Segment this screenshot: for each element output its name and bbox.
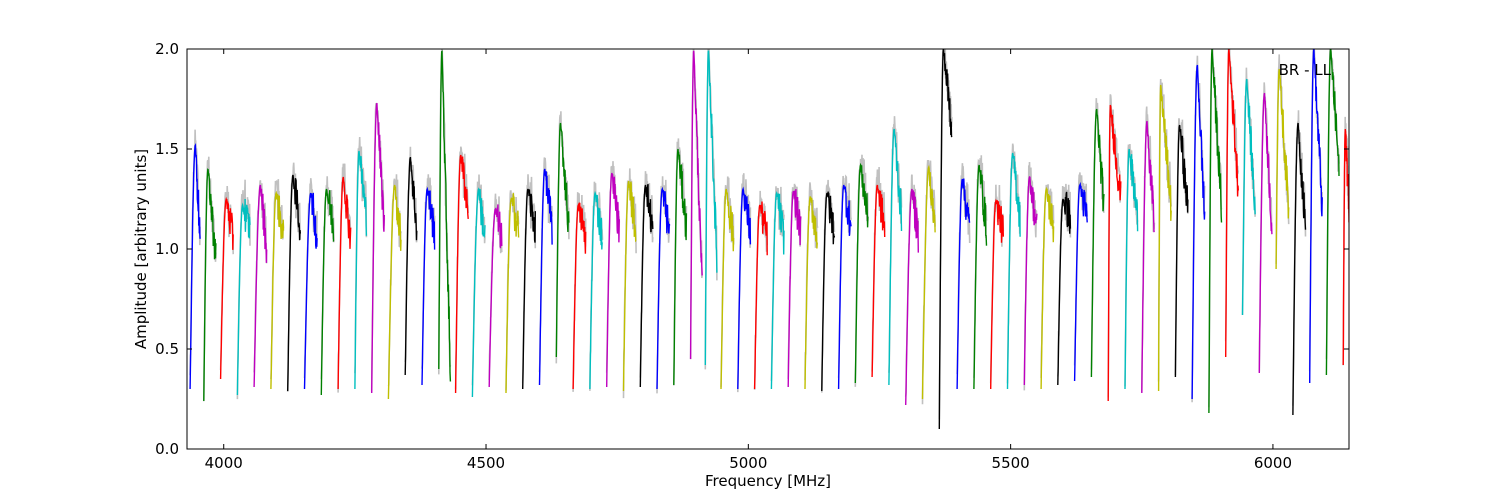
channel-trace-42 [888, 128, 903, 386]
channel-trace-38 [821, 191, 836, 392]
channel-trace-3 [236, 198, 251, 396]
raw-trace-55 [1107, 94, 1122, 398]
x-tick-label: 5500 [992, 454, 1030, 472]
plot-area [189, 49, 1349, 430]
channel-trace-14 [421, 186, 436, 386]
channel-trace-35 [770, 190, 785, 390]
channel-trace-16 [454, 154, 469, 394]
y-tick-label: 1.5 [155, 140, 179, 158]
channel-trace-64 [1258, 92, 1273, 374]
channel-trace-32 [720, 188, 735, 390]
channel-trace-58 [1157, 84, 1172, 392]
channel-trace-34 [753, 201, 768, 390]
channel-trace-63 [1241, 78, 1256, 316]
channel-trace-62 [1225, 49, 1239, 358]
x-tick-label: 4500 [467, 454, 505, 472]
channel-trace-51 [1040, 186, 1055, 390]
raw-trace-58 [1157, 78, 1172, 382]
x-axis-label: Frequency [MHz] [705, 472, 831, 490]
x-tick-label: 4000 [205, 454, 243, 472]
channel-trace-0 [189, 142, 201, 390]
channel-trace-67 [1309, 49, 1323, 384]
channel-trace-13 [404, 156, 418, 376]
channel-trace-53 [1073, 181, 1088, 382]
annotation-label: BR - LL [1279, 61, 1332, 79]
y-tick-label: 2.0 [155, 40, 179, 58]
channel-trace-40 [854, 162, 869, 384]
channel-trace-20 [522, 188, 536, 390]
channel-trace-19 [505, 193, 520, 394]
channel-trace-45 [938, 49, 953, 430]
channel-trace-65 [1275, 68, 1290, 270]
channel-trace-15 [438, 50, 452, 382]
channel-trace-9 [337, 176, 352, 390]
channel-trace-1 [203, 168, 217, 402]
channel-trace-56 [1124, 148, 1139, 390]
channel-trace-4 [253, 184, 268, 388]
channel-trace-5 [270, 190, 285, 390]
channel-trace-39 [837, 184, 852, 390]
channel-trace-25 [606, 172, 620, 388]
channel-trace-24 [589, 190, 604, 390]
channel-trace-55 [1107, 104, 1122, 402]
channel-trace-22 [555, 122, 570, 358]
channel-trace-31 [704, 50, 718, 366]
x-tick-label: 5000 [729, 454, 767, 472]
channel-trace-50 [1023, 175, 1038, 386]
channel-trace-46 [956, 178, 971, 390]
channel-trace-27 [639, 183, 654, 388]
channel-trace-52 [1057, 191, 1072, 386]
channel-trace-69 [1342, 128, 1349, 366]
y-tick-label: 0.5 [155, 340, 179, 358]
channel-trace-30 [689, 50, 703, 360]
channel-trace-68 [1325, 49, 1340, 376]
channel-trace-8 [320, 188, 335, 396]
channel-trace-29 [673, 148, 688, 386]
y-tick-label: 0.0 [155, 440, 179, 458]
channel-trace-37 [804, 195, 818, 390]
channel-trace-11 [371, 102, 385, 394]
channel-trace-18 [488, 204, 503, 388]
channel-trace-7 [303, 192, 318, 390]
channel-trace-47 [973, 164, 988, 390]
channel-trace-49 [1006, 152, 1021, 390]
channel-trace-43 [905, 188, 919, 406]
axis-ticks: 4000 4500 5000 5500 6000 0.0 0.5 1.0 1.5 2.0 [155, 40, 1349, 472]
y-axis-label: Amplitude [arbitrary units] [132, 149, 150, 349]
channel-trace-54 [1090, 108, 1105, 378]
channel-trace-23 [572, 201, 587, 390]
channel-trace-2 [219, 196, 234, 380]
channel-trace-61 [1208, 49, 1223, 414]
y-tick-label: 1.0 [155, 240, 179, 258]
x-tick-label: 6000 [1254, 454, 1292, 472]
channel-trace-12 [387, 184, 402, 400]
channel-trace-26 [622, 180, 637, 392]
channel-trace-66 [1292, 122, 1307, 416]
channel-trace-33 [737, 186, 752, 390]
channel-trace-21 [538, 168, 553, 386]
channel-trace-10 [354, 150, 368, 390]
channel-trace-48 [990, 198, 1004, 390]
channel-trace-44 [921, 164, 936, 400]
channel-trace-6 [287, 174, 301, 392]
channel-trace-17 [471, 187, 486, 398]
channel-trace-41 [871, 184, 886, 378]
channel-trace-60 [1191, 64, 1206, 400]
channel-trace-57 [1141, 120, 1155, 394]
channel-trace-36 [787, 189, 802, 388]
channel-trace-28 [656, 186, 671, 390]
channel-trace-59 [1174, 124, 1189, 378]
